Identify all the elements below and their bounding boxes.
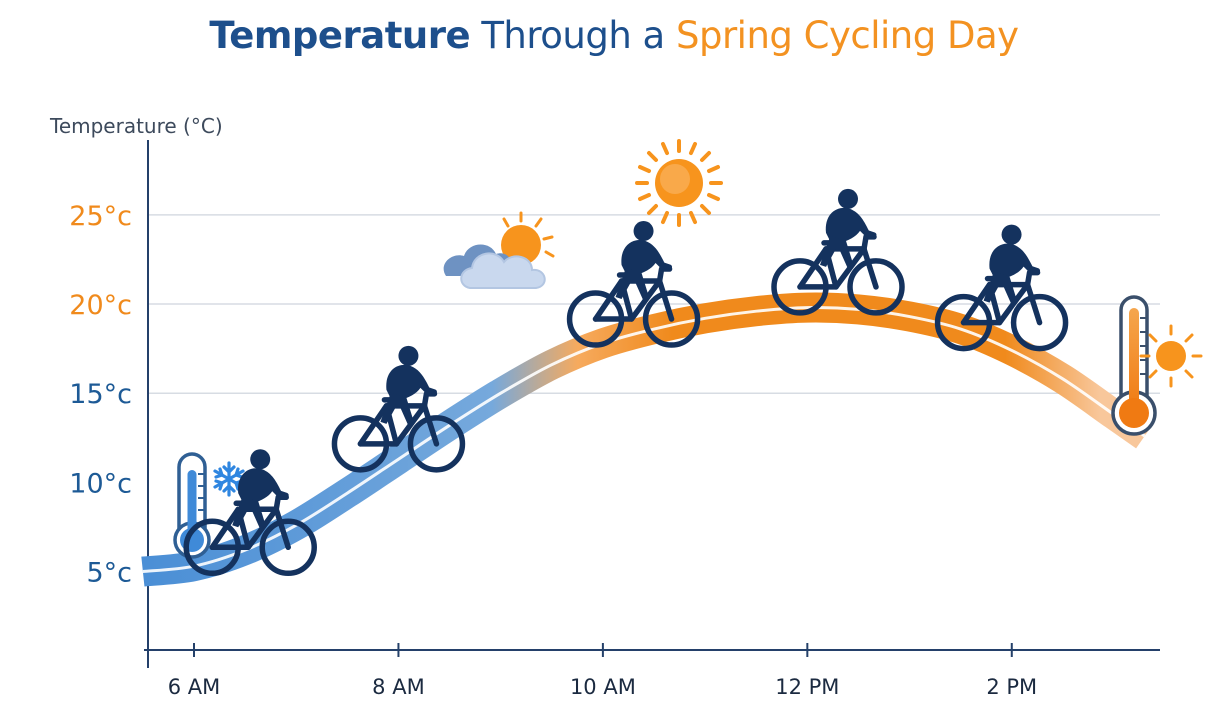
- y-tick-label: 15°c: [69, 379, 132, 410]
- small-sun-icon: [1139, 324, 1203, 388]
- gridlines: [148, 214, 1160, 394]
- axes: 6 AM 8 AM 10 AM 12 PM 2 PM 5°c 10°c 15°c 20°c 25°…: [69, 140, 1160, 699]
- x-tick-label: 10 AM: [570, 675, 636, 699]
- chart-title: Temperature Through a Spring Cycling Day: [0, 14, 1228, 57]
- y-tick-label: 5°c: [86, 558, 132, 589]
- x-tick-label: 12 PM: [775, 675, 839, 699]
- x-tick-label: 8 AM: [372, 675, 425, 699]
- y-tick-label: 25°c: [69, 201, 132, 232]
- temperature-band: [141, 292, 1154, 587]
- hot-thermometer-icon: [1111, 295, 1157, 436]
- title-part-through: Through a: [470, 14, 676, 57]
- snowflake-icon: [213, 461, 245, 497]
- temperature-band-fill: [141, 292, 1154, 587]
- x-tick-label: 6 AM: [168, 675, 221, 699]
- y-axis-label: Temperature (°C): [50, 114, 223, 138]
- cold-thermometer-icon: [173, 452, 211, 559]
- title-part-spring: Spring Cycling Day: [676, 14, 1019, 57]
- temperature-line: [142, 306, 1146, 574]
- title-part-temperature: Temperature: [209, 14, 471, 57]
- cloud-sun-icon: [443, 211, 555, 289]
- y-tick-label: 10°c: [69, 468, 132, 499]
- y-tick-label: 20°c: [69, 290, 132, 321]
- x-tick-label: 2 PM: [986, 675, 1037, 699]
- sun-icon: [635, 139, 723, 227]
